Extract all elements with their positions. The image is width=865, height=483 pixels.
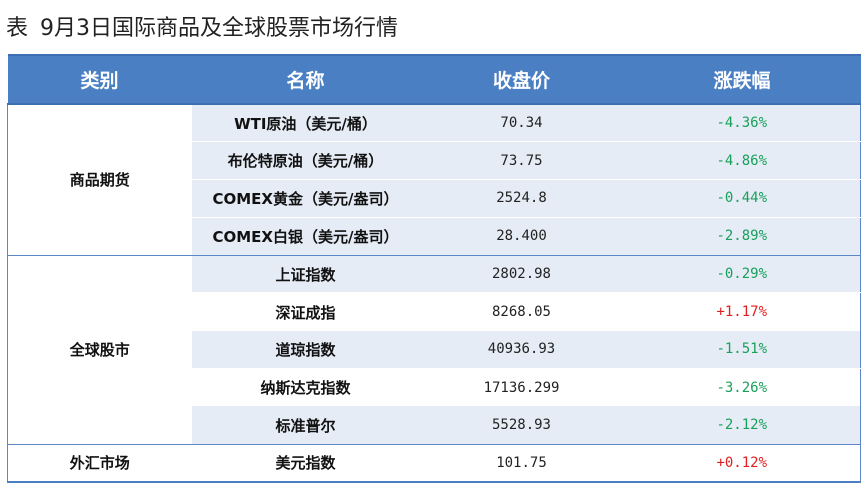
change-pct: -4.36% [623, 104, 861, 143]
instrument-name: 道琼指数 [191, 330, 420, 370]
table-row: COMEX白银（美元/盎司） 28.400 -2.89% [8, 217, 861, 256]
category-cell-stocks: 全球股市 [7, 255, 192, 445]
table-row: 布伦特原油（美元/桶） 73.75 -4.86% [8, 141, 861, 181]
change-pct: +1.17% [623, 292, 861, 331]
table-header-row: 类别 名称 收盘价 涨跌幅 [7, 54, 861, 105]
table-row: 全球股市 上证指数 2802.98 -0.29% [7, 255, 861, 445]
change-pct: -2.12% [623, 406, 861, 445]
close-price: 2524.8 [419, 179, 624, 218]
close-price: 70.34 [419, 104, 624, 143]
table-row: 纳斯达克指数 17136.299 -3.26% [8, 368, 861, 407]
close-price: 101.75 [419, 444, 624, 483]
header-category: 类别 [7, 54, 192, 105]
category-cell-commodities: 商品期货 [7, 104, 192, 256]
table-row: COMEX黄金（美元/盎司） 2524.8 -0.44% [8, 179, 861, 218]
table-row: 道琼指数 40936.93 -1.51% [8, 330, 861, 370]
instrument-name: 纳斯达克指数 [191, 368, 420, 407]
table-caption: 表 9月3日国际商品及全球股票市场行情 [6, 12, 398, 46]
close-price: 8268.05 [419, 292, 624, 331]
instrument-name: WTI原油（美元/桶） [191, 104, 420, 143]
table-row: 外汇市场 美元指数 101.75 +0.12% [7, 444, 861, 483]
close-price: 2802.98 [419, 255, 624, 294]
instrument-name: COMEX白银（美元/盎司） [191, 217, 420, 256]
header-name: 名称 [191, 54, 420, 105]
table-row: 深证成指 8268.05 +1.17% [8, 292, 861, 331]
instrument-name: COMEX黄金（美元/盎司） [191, 179, 420, 218]
table-row: 商品期货 WTI原油（美元/桶） 70.34 -4.36% [7, 104, 861, 256]
table-row: 标准普尔 5528.93 -2.12% [8, 406, 861, 445]
close-price: 17136.299 [419, 368, 624, 407]
instrument-name: 美元指数 [191, 444, 420, 483]
instrument-name: 上证指数 [191, 255, 420, 294]
change-pct: -3.26% [623, 368, 861, 407]
category-cell-forex: 外汇市场 [7, 444, 192, 483]
change-pct: -0.29% [623, 255, 861, 294]
caption-title: 9月3日国际商品及全球股票市场行情 [40, 16, 399, 41]
instrument-name: 标准普尔 [191, 406, 420, 445]
market-quotes-table: 类别 名称 收盘价 涨跌幅 商品期货 WTI原油（美元/桶） 70.34 -4.… [7, 54, 861, 483]
instrument-name: 布伦特原油（美元/桶） [191, 141, 420, 181]
instrument-name: 深证成指 [191, 292, 420, 331]
close-price: 40936.93 [419, 330, 624, 370]
close-price: 28.400 [419, 217, 624, 256]
close-price: 73.75 [419, 141, 624, 181]
change-pct: -0.44% [623, 179, 861, 218]
change-pct: +0.12% [623, 444, 861, 483]
caption-label: 表 [6, 16, 29, 41]
change-pct: -1.51% [623, 330, 861, 370]
change-pct: -4.86% [623, 141, 861, 181]
close-price: 5528.93 [419, 406, 624, 445]
header-change: 涨跌幅 [623, 54, 861, 105]
change-pct: -2.89% [623, 217, 861, 256]
header-price: 收盘价 [419, 54, 624, 105]
